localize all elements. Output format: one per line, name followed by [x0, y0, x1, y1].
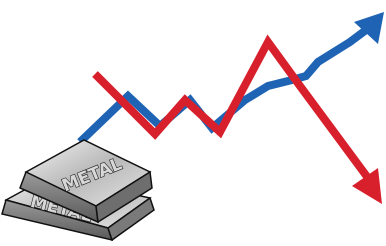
red-line [95, 42, 368, 178]
illustration: METAL METAL [0, 0, 386, 246]
blue-arrow [80, 12, 384, 142]
page: METAL METAL (() => { const data = JSON.p… [0, 0, 386, 246]
